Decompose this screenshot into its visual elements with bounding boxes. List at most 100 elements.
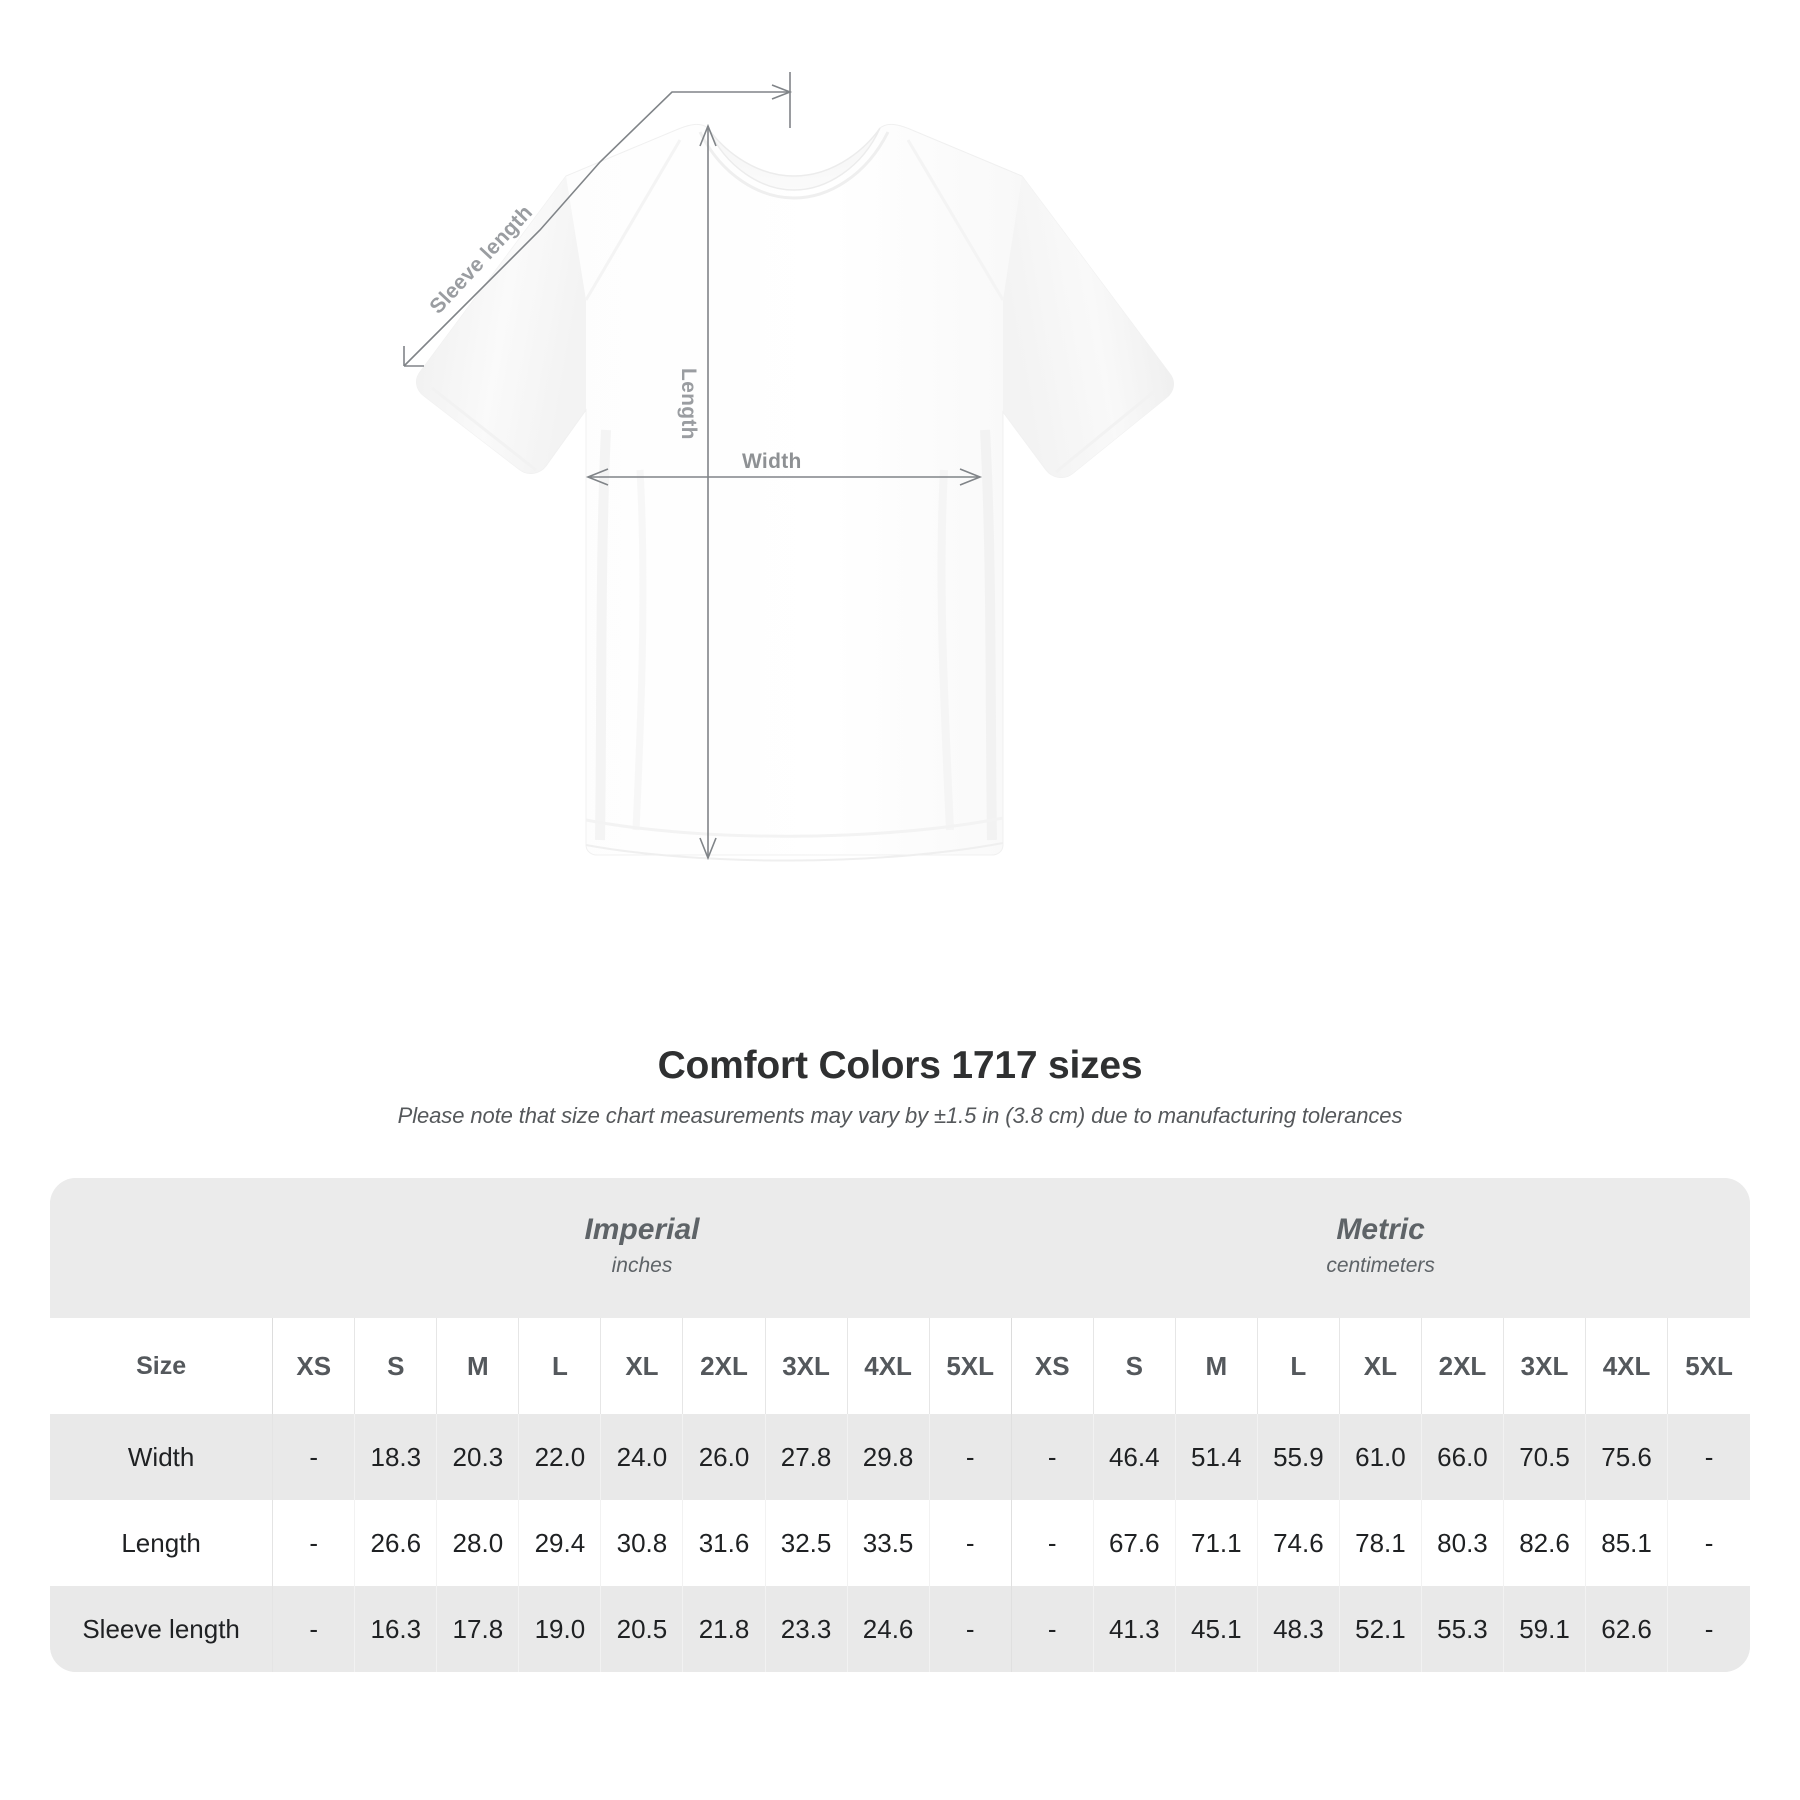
cell-sleeve-imperial-s: 16.3: [354, 1586, 437, 1672]
unit-sub-metric: centimeters: [1326, 1254, 1435, 1277]
size-text: XS: [1034, 1350, 1070, 1381]
size-cell-imperial-xl: XL: [600, 1318, 683, 1414]
cell-sleeve-metric-3xl: 59.1: [1502, 1586, 1586, 1672]
size-cell-imperial-s: S: [354, 1318, 437, 1414]
size-text: 2XL: [1438, 1350, 1487, 1381]
cell-width-metric-s: 46.4: [1092, 1414, 1176, 1500]
cell-width-metric-5xl: -: [1667, 1414, 1750, 1500]
cell-length-imperial-4xl: 33.5: [846, 1500, 930, 1586]
cell-sleeve-metric-xl: 52.1: [1338, 1586, 1422, 1672]
cell-length-metric-3xl: 82.6: [1502, 1500, 1586, 1586]
cell-sleeve-imperial-l: 19.0: [518, 1586, 601, 1672]
cell-length-imperial-xl: 30.8: [600, 1500, 683, 1586]
cell-sleeve-imperial-5xl: -: [928, 1586, 1012, 1672]
cell-length-metric-xl: 78.1: [1338, 1500, 1422, 1586]
tolerance-note: Please note that size chart measurements…: [397, 1102, 1403, 1128]
corner-cell: [50, 1178, 273, 1318]
cell-sleeve-metric-5xl: -: [1667, 1586, 1750, 1672]
size-text: M: [467, 1350, 489, 1381]
cell-width-imperial-4xl: 29.8: [846, 1414, 930, 1500]
size-text: XL: [625, 1350, 659, 1381]
measurement-lines: [403, 72, 983, 861]
cell-width-metric-2xl: 66.0: [1420, 1414, 1504, 1500]
cell-sleeve-metric-xs: -: [1010, 1586, 1094, 1672]
size-text: 3XL: [782, 1350, 830, 1381]
cell-length-imperial-5xl: -: [928, 1500, 1012, 1586]
cell-width-imperial-2xl: 26.0: [682, 1414, 766, 1500]
cell-length-imperial-s: 26.6: [354, 1500, 437, 1586]
cell-length-metric-xs: -: [1010, 1500, 1094, 1586]
size-text: S: [1125, 1350, 1143, 1381]
size-text: 3XL: [1520, 1350, 1569, 1381]
cell-width-imperial-s: 18.3: [354, 1414, 437, 1500]
cell-width-metric-xl: 61.0: [1338, 1414, 1422, 1500]
size-text: L: [551, 1350, 568, 1381]
cell-sleeve-metric-m: 45.1: [1174, 1586, 1258, 1672]
size-text: 5XL: [946, 1350, 994, 1381]
cell-width-metric-4xl: 75.6: [1585, 1414, 1668, 1500]
cell-length-metric-m: 71.1: [1174, 1500, 1258, 1586]
table-row-width: Width - 18.3 20.3 22.0 24.0 26.0 27.8 29…: [50, 1414, 1750, 1500]
size-cell-imperial-4xl: 4XL: [846, 1318, 930, 1414]
cell-sleeve-metric-s: 41.3: [1092, 1586, 1176, 1672]
size-cell-imperial-2xl: 2XL: [682, 1318, 766, 1414]
size-cell-metric-3xl: 3XL: [1502, 1318, 1586, 1414]
size-text: 2XL: [700, 1350, 748, 1381]
cell-length-imperial-l: 29.4: [518, 1500, 601, 1586]
length-arrow-head-top: [699, 123, 717, 147]
cell-sleeve-metric-l: 48.3: [1256, 1586, 1340, 1672]
cell-length-metric-2xl: 80.3: [1420, 1500, 1504, 1586]
shirt-illustration: Sleeve length Length Width: [403, 72, 1174, 862]
size-text: XS: [296, 1350, 332, 1381]
size-cell-metric-xl: XL: [1338, 1318, 1422, 1414]
page-title: Comfort Colors 1717 sizes: [657, 1044, 1143, 1087]
shirt-body: [416, 123, 1174, 862]
size-text: M: [1205, 1350, 1228, 1381]
cell-width-metric-xs: -: [1010, 1414, 1094, 1500]
cell-sleeve-imperial-xl: 20.5: [600, 1586, 683, 1672]
row-label-length: Length: [50, 1500, 273, 1586]
size-text: 5XL: [1685, 1350, 1733, 1381]
size-cell-metric-2xl: 2XL: [1420, 1318, 1504, 1414]
cell-width-imperial-m: 20.3: [436, 1414, 519, 1500]
width-annotation-label: Width: [742, 450, 802, 473]
size-cell-metric-5xl: 5XL: [1667, 1318, 1750, 1414]
size-cell-imperial-3xl: 3XL: [764, 1318, 848, 1414]
cell-length-imperial-xs: -: [272, 1500, 355, 1586]
size-cell-imperial-5xl: 5XL: [928, 1318, 1012, 1414]
cell-length-imperial-m: 28.0: [436, 1500, 519, 1586]
cell-width-imperial-l: 22.0: [518, 1414, 601, 1500]
size-cell-metric-4xl: 4XL: [1585, 1318, 1668, 1414]
unit-name-metric: Metric: [1336, 1213, 1425, 1246]
length-annotation-label: Length: [677, 368, 700, 440]
size-text: XL: [1363, 1350, 1398, 1381]
cell-width-imperial-xs: -: [272, 1414, 355, 1500]
size-text: L: [1290, 1350, 1307, 1381]
size-cell-imperial-xs: XS: [272, 1318, 355, 1414]
size-text: 4XL: [1602, 1350, 1651, 1381]
cell-length-metric-s: 67.6: [1092, 1500, 1176, 1586]
size-cell-metric-l: L: [1256, 1318, 1340, 1414]
size-cell-metric-xs: XS: [1010, 1318, 1094, 1414]
size-table-card: Imperial inches Metric centimeters Size …: [50, 1178, 1750, 1672]
size-text: S: [387, 1350, 405, 1381]
cell-length-metric-l: 74.6: [1256, 1500, 1340, 1586]
width-arrow-head-left: [585, 468, 609, 486]
size-cell-imperial-l: L: [518, 1318, 601, 1414]
cell-width-imperial-xl: 24.0: [600, 1414, 683, 1500]
cell-width-imperial-5xl: -: [928, 1414, 1012, 1500]
size-text: 4XL: [864, 1350, 912, 1381]
length-arrow-head-bottom: [699, 837, 717, 861]
cell-width-metric-3xl: 70.5: [1502, 1414, 1586, 1500]
row-label-width: Width: [50, 1414, 273, 1500]
unit-header-metric: Metric centimeters: [1011, 1178, 1750, 1318]
cell-length-imperial-3xl: 32.5: [764, 1500, 848, 1586]
cell-sleeve-metric-2xl: 55.3: [1420, 1586, 1504, 1672]
size-cell-metric-s: S: [1092, 1318, 1176, 1414]
cell-width-metric-m: 51.4: [1174, 1414, 1258, 1500]
sleeve-arrow-head-bottom: [403, 346, 424, 367]
title-block: Comfort Colors 1717 sizes Please note th…: [0, 1044, 1800, 1129]
cell-length-metric-4xl: 85.1: [1585, 1500, 1668, 1586]
sleeve-length-line: [403, 91, 790, 367]
cell-sleeve-imperial-2xl: 21.8: [682, 1586, 766, 1672]
